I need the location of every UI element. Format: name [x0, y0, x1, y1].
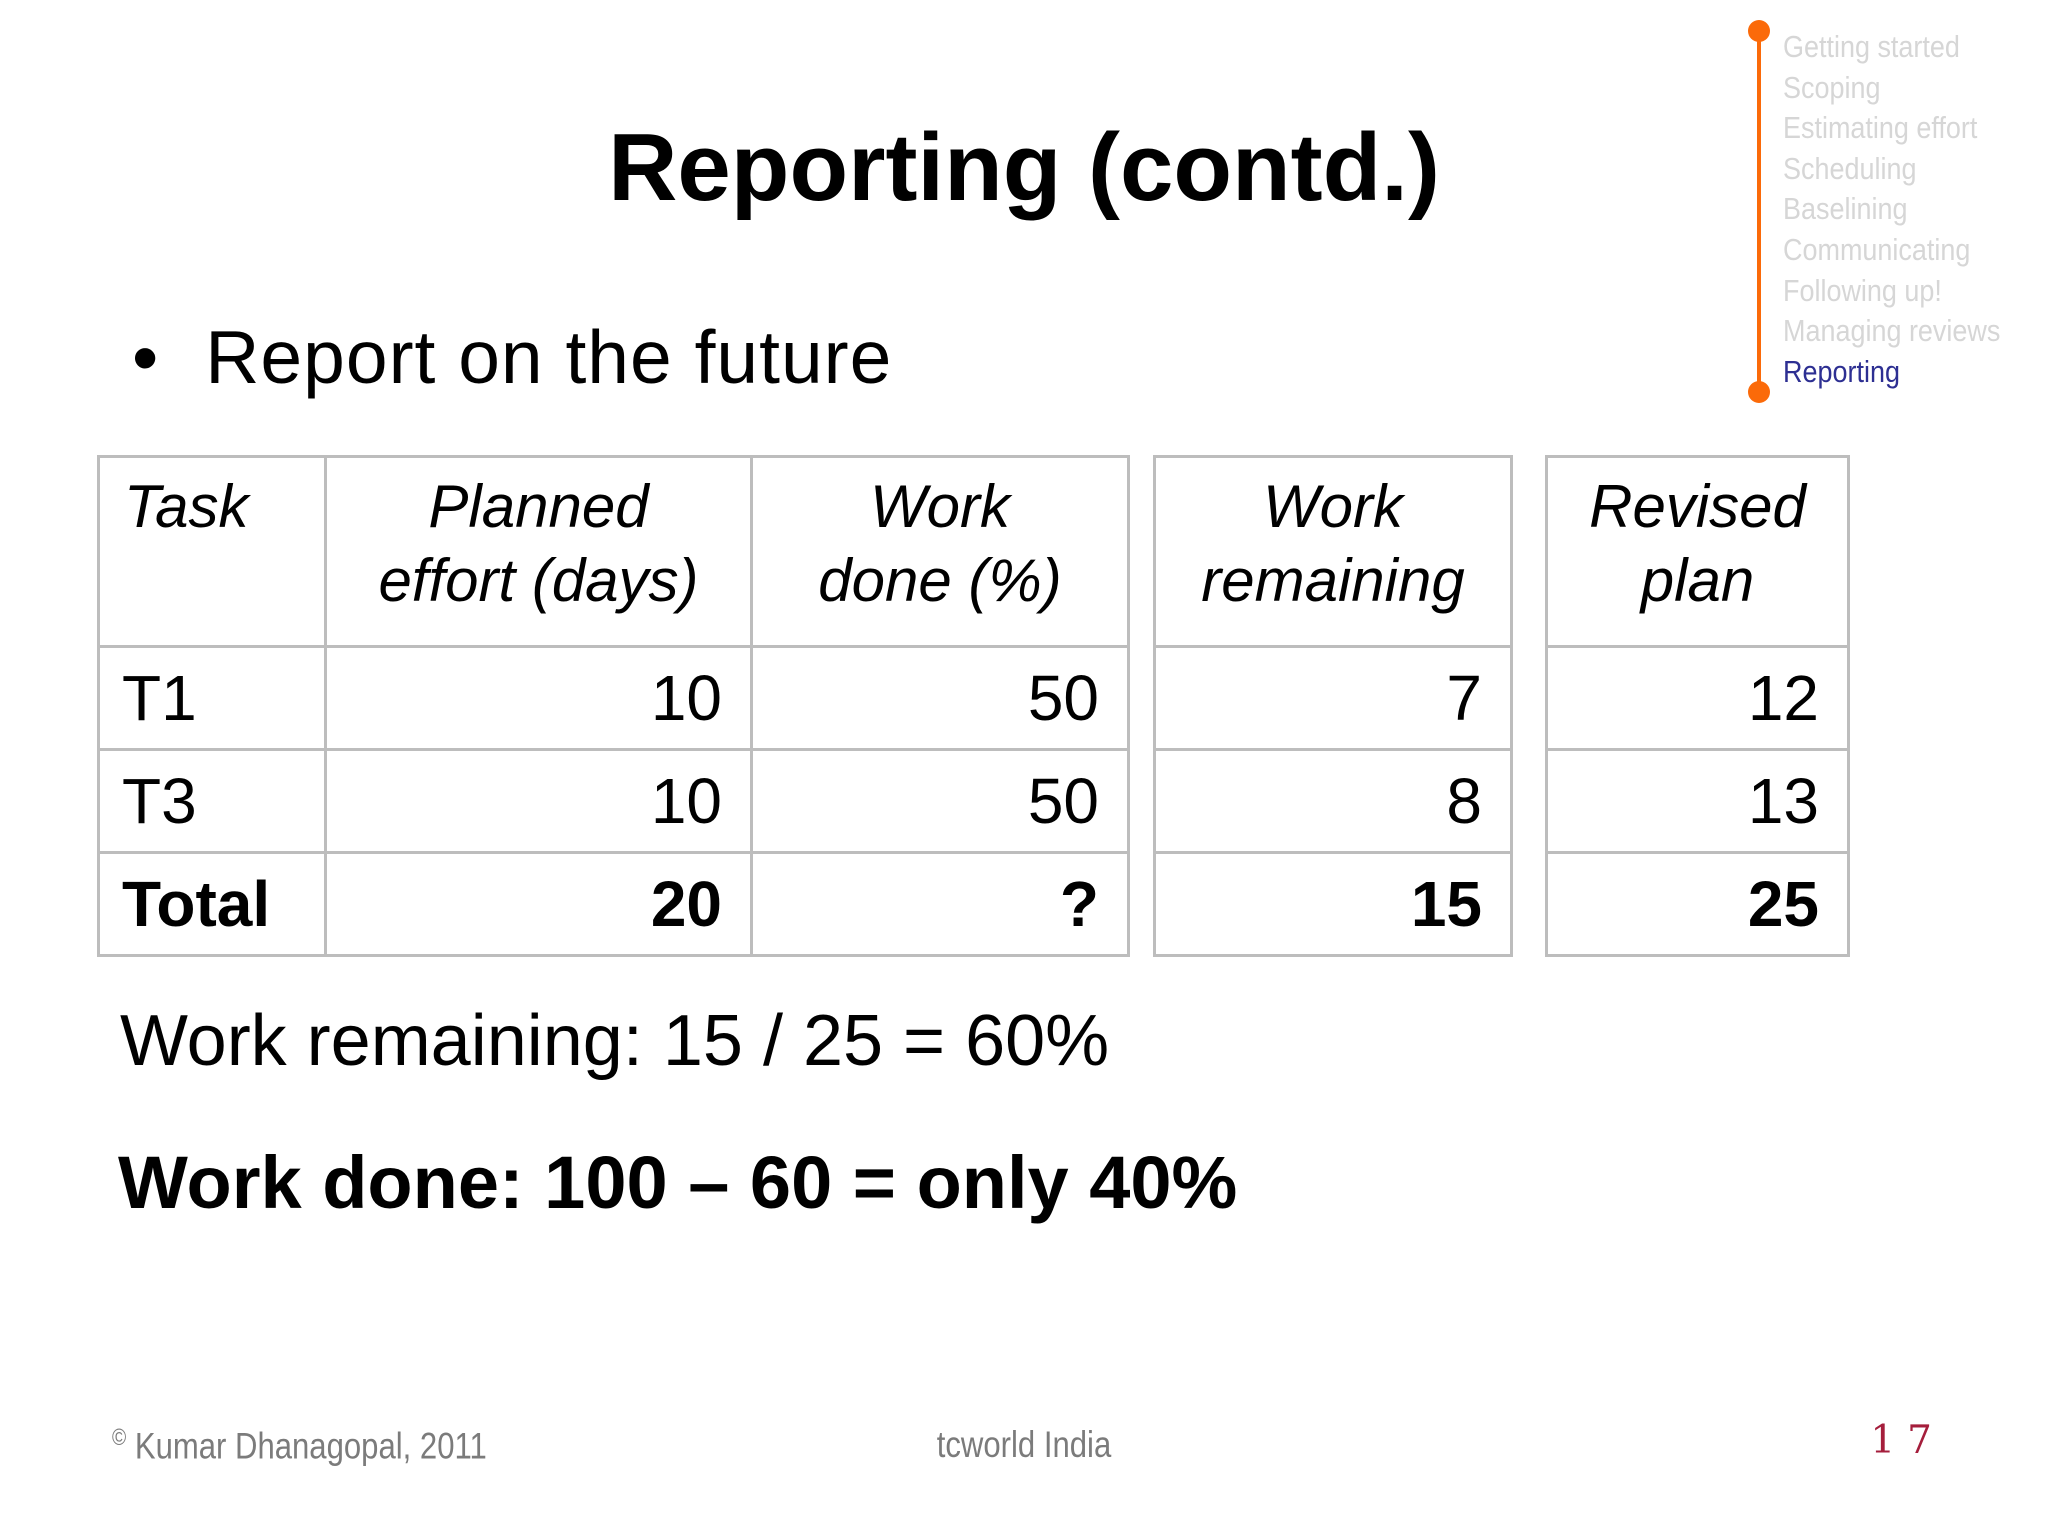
nav-item-estimating-effort: Estimating effort	[1783, 110, 1978, 146]
nav-item-following-up: Following up!	[1783, 272, 1942, 308]
nav-item-communicating: Communicating	[1783, 231, 1971, 267]
col-header-planned-effort: Planned effort (days)	[324, 455, 753, 648]
col-header-work-done: Work done (%)	[750, 455, 1130, 648]
header-line: remaining	[1201, 547, 1465, 614]
table-row-t3: 13	[1545, 748, 1850, 854]
table-row-total: 25	[1545, 851, 1850, 957]
cell-task: Total	[97, 851, 327, 957]
cell-revised: 13	[1545, 748, 1850, 854]
cell-planned: 20	[324, 851, 753, 957]
bullet-line: • Report on the future	[132, 314, 892, 400]
bullet-text: Report on the future	[205, 315, 893, 399]
table-row-t1: 12	[1545, 645, 1850, 751]
header-line: effort (days)	[378, 547, 699, 614]
col-header-task: Task	[97, 455, 327, 648]
table-row-t3: 8	[1153, 748, 1513, 854]
nav-item-baselining: Baselining	[1783, 191, 1908, 227]
table-header-row: Task Planned effort (days) Work done (%)	[97, 455, 1130, 648]
table-header-row: Work remaining	[1153, 455, 1513, 648]
cell-done: 50	[750, 645, 1130, 751]
footer-copyright-text: Kumar Dhanagopal, 2011	[126, 1425, 487, 1467]
note-work-done: Work done: 100 – 60 = only 40%	[118, 1141, 1238, 1224]
work-remaining-table: Work remaining 7 8 15	[1153, 455, 1513, 957]
page-number: 17	[1870, 1418, 1944, 1463]
table-header-row: Revised plan	[1545, 455, 1850, 648]
table-row-t1: 7	[1153, 645, 1513, 751]
timeline-line	[1757, 30, 1761, 392]
nav-item-reporting-active: Reporting	[1783, 353, 1900, 389]
slide-title: Reporting (contd.)	[608, 114, 1440, 221]
copyright-icon: ©	[112, 1424, 127, 1450]
header-line: done (%)	[818, 547, 1062, 614]
cell-revised: 12	[1545, 645, 1850, 751]
cell-revised: 25	[1545, 851, 1850, 957]
footer-organization: tcworld India	[936, 1424, 1112, 1465]
footer-copyright: © Kumar Dhanagopal, 2011	[112, 1424, 487, 1467]
table-row-total: 15	[1153, 851, 1513, 957]
cell-done: ?	[750, 851, 1130, 957]
cell-done: 50	[750, 748, 1130, 854]
header-line: plan	[1640, 547, 1755, 614]
revised-plan-table: Revised plan 12 13 25	[1545, 455, 1850, 957]
cell-planned: 10	[324, 645, 753, 751]
bullet-icon: •	[132, 315, 160, 399]
col-header-work-remaining: Work remaining	[1153, 455, 1513, 648]
table-row-t1: T1 10 50	[97, 645, 1130, 751]
cell-planned: 10	[324, 748, 753, 854]
header-line: Task	[124, 473, 249, 540]
nav-item-scoping: Scoping	[1783, 69, 1881, 105]
table-row-total: Total 20 ?	[97, 851, 1130, 957]
nav-item-managing-reviews: Managing reviews	[1783, 313, 2001, 349]
cell-remaining: 8	[1153, 748, 1513, 854]
header-line: Work	[1263, 473, 1403, 540]
col-header-revised-plan: Revised plan	[1545, 455, 1850, 648]
nav-item-getting-started: Getting started	[1783, 29, 1960, 64]
cell-task: T1	[97, 645, 327, 751]
cell-task: T3	[97, 748, 327, 854]
table-row-t3: T3 10 50	[97, 748, 1130, 854]
header-line: Work	[870, 473, 1010, 540]
task-table: Task Planned effort (days) Work done (%) T…	[97, 455, 1130, 957]
agenda-nav: Getting started Scoping Estimating effor…	[1783, 27, 2033, 392]
cell-remaining: 15	[1153, 851, 1513, 957]
nav-item-scheduling: Scheduling	[1783, 150, 1917, 186]
timeline-dot-bottom	[1748, 381, 1770, 403]
header-line: Planned	[428, 473, 649, 540]
note-work-remaining: Work remaining: 15 / 25 = 60%	[120, 1001, 1110, 1081]
cell-remaining: 7	[1153, 645, 1513, 751]
header-line: Revised	[1589, 473, 1806, 540]
